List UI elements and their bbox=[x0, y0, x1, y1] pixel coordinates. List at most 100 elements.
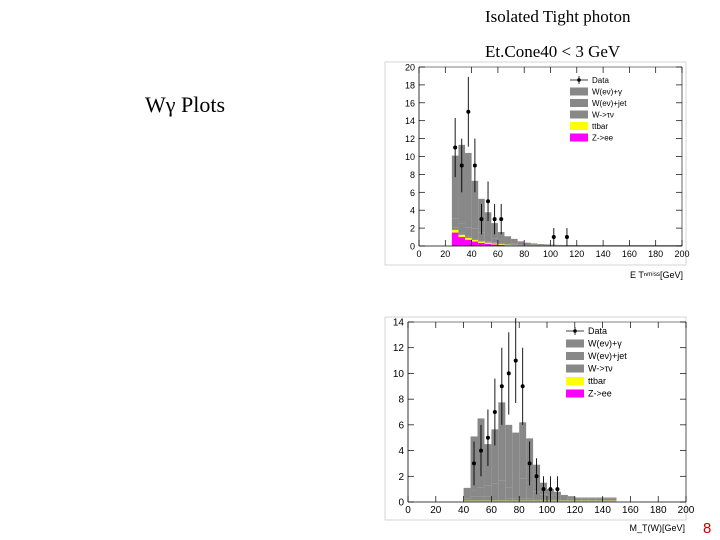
mt-bar-w-e-jet-90 bbox=[533, 491, 541, 500]
mt-bar-w-e-jet-145 bbox=[609, 498, 617, 501]
et-legend-w-label: W->τν bbox=[592, 111, 614, 120]
et-legend-w-swatch bbox=[570, 110, 588, 119]
et-bar-w-e-jet-45 bbox=[478, 232, 485, 241]
mt-data-point-1 bbox=[478, 448, 483, 453]
et-bar-w-e-jet-25 bbox=[451, 218, 459, 228]
mt-bar-w-40 bbox=[463, 498, 471, 501]
et-data-point-4 bbox=[479, 217, 484, 222]
et-bar-w-e-50 bbox=[484, 212, 492, 236]
mt-bar-ttbar-120 bbox=[574, 500, 582, 502]
mt-bar-ttbar-140 bbox=[602, 500, 610, 502]
mt-ytick-label-0: 0 bbox=[398, 498, 404, 509]
mt-bar-w-e-130 bbox=[588, 497, 596, 499]
et-legend-data-label: Data bbox=[592, 76, 609, 85]
et-bar-ttbar-55 bbox=[491, 243, 498, 245]
mt-legend-z-ee-label: Z->ee bbox=[588, 389, 612, 399]
mt-bar-w-115 bbox=[567, 500, 575, 501]
slide-title-line-1: Isolated Tight photon bbox=[485, 7, 631, 26]
mt-bar-w-e-jet-40 bbox=[463, 493, 471, 499]
mt-xtick-label-60: 60 bbox=[486, 505, 498, 516]
mt-ytick-label-2: 2 bbox=[398, 472, 404, 483]
mt-bar-ttbar-115 bbox=[567, 500, 575, 502]
mt-data-point-12 bbox=[555, 487, 560, 492]
et-bar-ttbar-25 bbox=[451, 229, 459, 233]
mt-legend-data-label: Data bbox=[588, 326, 607, 336]
mt-legend-w-e-jet-swatch bbox=[566, 352, 584, 360]
et-xtick-label-120: 120 bbox=[569, 249, 584, 259]
et-bar-ttbar-40 bbox=[471, 239, 479, 242]
et-bar-w-e-85 bbox=[530, 243, 538, 245]
mt-xtick-label-120: 120 bbox=[566, 505, 583, 516]
mt-bar-w-e-jet-55 bbox=[484, 485, 492, 497]
mt-bar-ttbar-125 bbox=[581, 500, 589, 502]
et-bar-z-ee-40 bbox=[471, 241, 479, 246]
mt-legend-w-swatch bbox=[566, 364, 584, 373]
mt-bar-ttbar-145 bbox=[609, 500, 617, 502]
mt-xtick-label-180: 180 bbox=[650, 505, 667, 516]
et-ytick-label-0: 0 bbox=[410, 242, 415, 252]
mt-xtick-label-200: 200 bbox=[678, 505, 695, 516]
mt-bar-w-90 bbox=[533, 499, 541, 501]
mt-ytick-label-4: 4 bbox=[398, 446, 404, 457]
et-bar-w-e-90 bbox=[537, 244, 544, 245]
mt-bar-w-135 bbox=[595, 500, 603, 501]
et-bar-w-e-40 bbox=[471, 180, 479, 229]
et-bar-w-30 bbox=[458, 232, 466, 235]
mt-bar-ttbar-130 bbox=[588, 500, 596, 502]
et-xtick-label-160: 160 bbox=[622, 249, 637, 259]
mt-legend-data-marker bbox=[573, 329, 577, 333]
et-xtick-label-40: 40 bbox=[467, 249, 477, 259]
et-bar-ttbar-35 bbox=[465, 237, 472, 240]
mt-bar-w-e-jet-75 bbox=[512, 484, 520, 499]
mt-xtick-label-140: 140 bbox=[594, 505, 611, 516]
mt-data-point-8 bbox=[527, 461, 532, 466]
et-bar-ttbar-30 bbox=[458, 234, 466, 238]
mt-bar-w-e-65 bbox=[498, 402, 506, 481]
et-ytick-label-16: 16 bbox=[405, 98, 415, 108]
mt-bar-w-80 bbox=[519, 498, 527, 501]
mt-bar-ttbar-90 bbox=[533, 500, 541, 502]
et-bar-w-e-jet-65 bbox=[504, 242, 512, 245]
mt-legend-w-e-swatch bbox=[566, 339, 584, 348]
mt-bar-w-e-jet-120 bbox=[574, 498, 582, 501]
mt-bar-w-e-jet-70 bbox=[505, 487, 513, 499]
mt-bar-w-55 bbox=[484, 496, 492, 501]
mt-ytick-label-14: 14 bbox=[393, 318, 405, 329]
mt-ytick-label-10: 10 bbox=[393, 369, 405, 380]
mt-legend-ttbar-swatch bbox=[566, 377, 584, 385]
et-xtick-label-140: 140 bbox=[596, 249, 611, 259]
mt-ytick-label-12: 12 bbox=[393, 343, 405, 354]
et-bar-w-e-jet-80 bbox=[524, 244, 531, 246]
et-data-point-3 bbox=[472, 163, 477, 168]
mt-bar-w-e-75 bbox=[512, 432, 520, 484]
mt-bar-w-e-120 bbox=[574, 497, 582, 499]
et-data-point-0 bbox=[453, 145, 458, 150]
et-bar-w-e-35 bbox=[465, 152, 472, 228]
et-bar-z-ee-60 bbox=[497, 244, 505, 246]
et-bar-w-e-jet-50 bbox=[484, 235, 492, 242]
mt-xlabel: M_T(W)[GeV] bbox=[630, 523, 686, 533]
et-legend-w-e-swatch bbox=[570, 87, 588, 96]
et-ytick-label-18: 18 bbox=[405, 80, 415, 90]
mt-bar-w-50 bbox=[477, 496, 485, 501]
et-legend-ttbar-label: ttbar bbox=[592, 122, 608, 131]
et-data-point-6 bbox=[492, 217, 497, 222]
mt-legend-w-e-label: W(eν)+γ bbox=[588, 339, 622, 349]
mt-bar-w-e-115 bbox=[567, 496, 575, 499]
mt-ytick-label-6: 6 bbox=[398, 420, 404, 431]
mt-bar-w-60 bbox=[491, 497, 499, 501]
mt-data-point-3 bbox=[492, 410, 497, 414]
et-bar-z-ee-45 bbox=[478, 242, 485, 246]
et-bar-w-40 bbox=[471, 238, 479, 240]
et-bar-w-e-60 bbox=[497, 232, 505, 241]
et-xtick-label-20: 20 bbox=[440, 249, 450, 259]
et-legend-w-e-jet-swatch bbox=[570, 99, 588, 107]
mt-bar-w-e-jet-45 bbox=[470, 490, 478, 497]
mt-xtick-label-80: 80 bbox=[514, 505, 526, 516]
mt-bar-ttbar-45 bbox=[470, 500, 478, 502]
et-bar-w-e-jet-75 bbox=[517, 244, 525, 245]
mt-bar-w-125 bbox=[581, 500, 589, 501]
et-data-point-1 bbox=[459, 163, 464, 168]
et-data-point-8 bbox=[551, 235, 556, 240]
mt-bar-w-70 bbox=[505, 498, 513, 501]
